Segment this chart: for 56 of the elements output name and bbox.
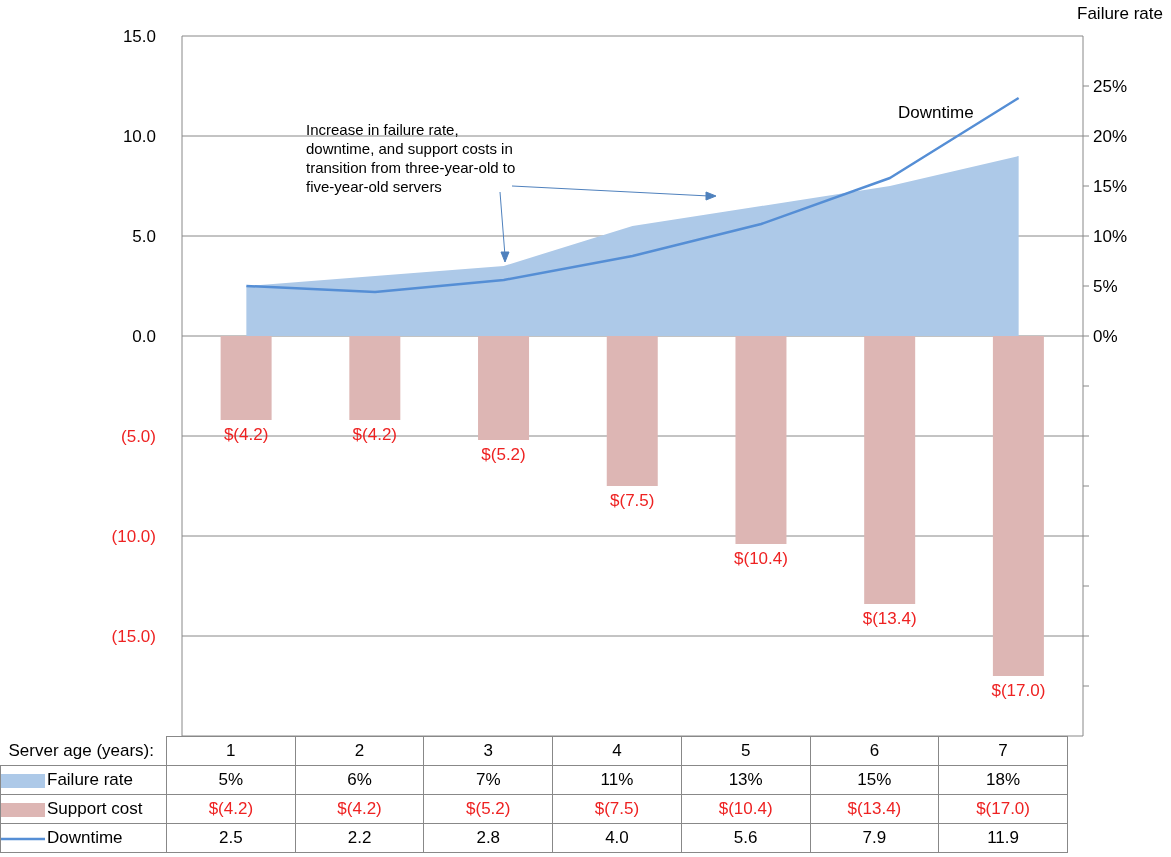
y2-tick-label: 20% [1093, 127, 1128, 146]
data-label: 7% [423, 765, 553, 795]
data-label: $(4.2) [295, 794, 424, 824]
text: $(13.4) [862, 609, 917, 628]
x-tick-label: 2 [295, 736, 424, 766]
data-label: 11% [552, 765, 682, 795]
data-label: 2.2 [295, 823, 424, 853]
text: $(4.2) [223, 425, 269, 444]
text: $(17.0) [991, 681, 1046, 700]
data-label: 15% [810, 765, 939, 795]
y-tick-label: 15.0 [122, 27, 156, 46]
data-label: 13% [681, 765, 811, 795]
data-label: 2.8 [423, 823, 553, 853]
y2-tick-label: 15% [1093, 177, 1128, 196]
data-label: 5.6 [681, 823, 811, 853]
y2-tick-label: 5% [1093, 277, 1118, 296]
data-label: 4.0 [552, 823, 682, 853]
data-label: $(7.5) [552, 794, 682, 824]
line-series [245, 96, 1020, 294]
data-label: 7.9 [810, 823, 939, 853]
y2-tick-label: 0% [1093, 327, 1118, 346]
data-label: 11.9 [938, 823, 1068, 853]
legend-label: Support cost [0, 794, 167, 824]
data-label: $(10.4) [681, 794, 811, 824]
x-tick-label: 6 [810, 736, 939, 766]
data-label: $(5.2) [423, 794, 553, 824]
text: $(10.4) [734, 549, 788, 568]
y-tick-label: (5.0) [121, 427, 156, 446]
y2-tick-label: 25% [1093, 77, 1128, 96]
text: Downtime [898, 103, 974, 122]
data-label: $(13.4) [810, 794, 939, 824]
x-tick-label: 3 [423, 736, 553, 766]
x-axis-title: Server age (years): [7, 739, 155, 762]
x-tick-label: 4 [552, 736, 682, 766]
data-label: 5% [166, 765, 296, 795]
y-tick-label: 5.0 [132, 227, 156, 246]
y2-tick-label: 10% [1093, 227, 1128, 246]
legend-label: Downtime [0, 823, 167, 853]
y-tick-label: (15.0) [111, 627, 156, 646]
text: $(4.2) [352, 425, 398, 444]
x-tick-label: 5 [681, 736, 811, 766]
data-label: $(4.2) [166, 794, 296, 824]
y2-axis-title: Failure rate [1077, 4, 1163, 24]
data-label: $(17.0) [938, 794, 1068, 824]
x-tick-label: 1 [166, 736, 296, 766]
text: $(7.5) [610, 491, 655, 510]
y-tick-label: (10.0) [111, 527, 156, 546]
data-label: 6% [295, 765, 424, 795]
y-tick-label: 0.0 [132, 327, 156, 346]
annotation: Increase in failure rate, downtime, and support costs in transition from three-year-old to five-year-old servers [306, 120, 517, 196]
text: $(5.2) [481, 445, 526, 464]
data-label: 2.5 [166, 823, 296, 853]
data-label: 18% [938, 765, 1068, 795]
y-tick-label: 10.0 [122, 127, 156, 146]
x-tick-label: 7 [938, 736, 1068, 766]
legend-label: Failure rate [0, 765, 167, 795]
